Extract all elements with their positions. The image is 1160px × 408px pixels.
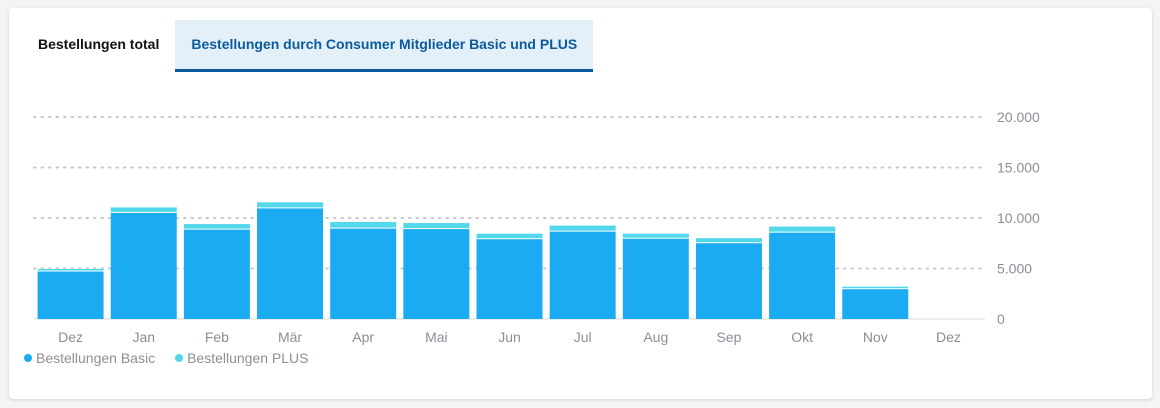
bar-basic [769, 232, 836, 319]
bar-basic [110, 212, 177, 319]
chart-card [9, 8, 1152, 399]
bar-basic [549, 231, 616, 319]
y-tick-label: 15.000 [997, 160, 1040, 176]
legend-label-plus: Bestellungen PLUS [187, 350, 309, 366]
x-tick-label: Aug [643, 329, 668, 345]
bar-plus [476, 233, 543, 239]
x-tick-label: Mär [278, 329, 302, 345]
bar-basic [403, 229, 470, 319]
x-tick-label: Jul [574, 329, 592, 345]
bar-basic [257, 208, 324, 319]
bar-plus [695, 238, 762, 243]
y-tick-label: 10.000 [997, 210, 1040, 226]
chart-legend: Bestellungen Basic Bestellungen PLUS [24, 350, 329, 366]
bar-plus [330, 222, 397, 228]
bar-plus [769, 226, 836, 232]
x-tick-label: Okt [791, 329, 813, 345]
bar-basic [695, 243, 762, 319]
y-tick-label: 20.000 [997, 109, 1040, 125]
legend-item-basic[interactable]: Bestellungen Basic [24, 350, 155, 366]
tab-bestellungen-total[interactable]: Bestellungen total [38, 36, 160, 52]
y-tick-label: 5.000 [997, 261, 1032, 277]
y-tick-label: 0 [997, 311, 1005, 327]
x-tick-label: Dez [58, 329, 83, 345]
bar-plus [257, 202, 324, 208]
x-tick-label: Nov [863, 329, 888, 345]
x-tick-label: Feb [205, 329, 229, 345]
bar-basic [183, 229, 250, 319]
tab-bar: Bestellungen total Bestellungen durch Co… [21, 20, 594, 72]
bar-plus [403, 223, 470, 229]
tab-bestellungen-consumer[interactable]: Bestellungen durch Consumer Mitglieder B… [175, 20, 594, 72]
bar-plus [549, 225, 616, 231]
x-tick-label: Mai [425, 329, 448, 345]
x-tick-label: Jun [498, 329, 521, 345]
bar-basic [330, 228, 397, 319]
x-tick-label: Jan [132, 329, 155, 345]
bar-basic [842, 289, 909, 319]
bar-plus [110, 207, 177, 212]
x-tick-label: Sep [717, 329, 742, 345]
legend-dot-plus [175, 354, 184, 362]
legend-label-basic: Bestellungen Basic [36, 350, 156, 366]
bar-plus [183, 224, 250, 229]
bar-basic [622, 238, 689, 319]
bar-plus [37, 269, 104, 271]
legend-dot-basic [24, 354, 32, 362]
x-tick-label: Apr [352, 329, 374, 345]
bar-plus [842, 286, 909, 289]
bar-plus [622, 233, 689, 238]
bar-basic [476, 239, 543, 319]
legend-item-plus[interactable]: Bestellungen PLUS [175, 350, 309, 366]
bar-basic [37, 271, 104, 319]
x-tick-label: Dez [936, 329, 961, 345]
